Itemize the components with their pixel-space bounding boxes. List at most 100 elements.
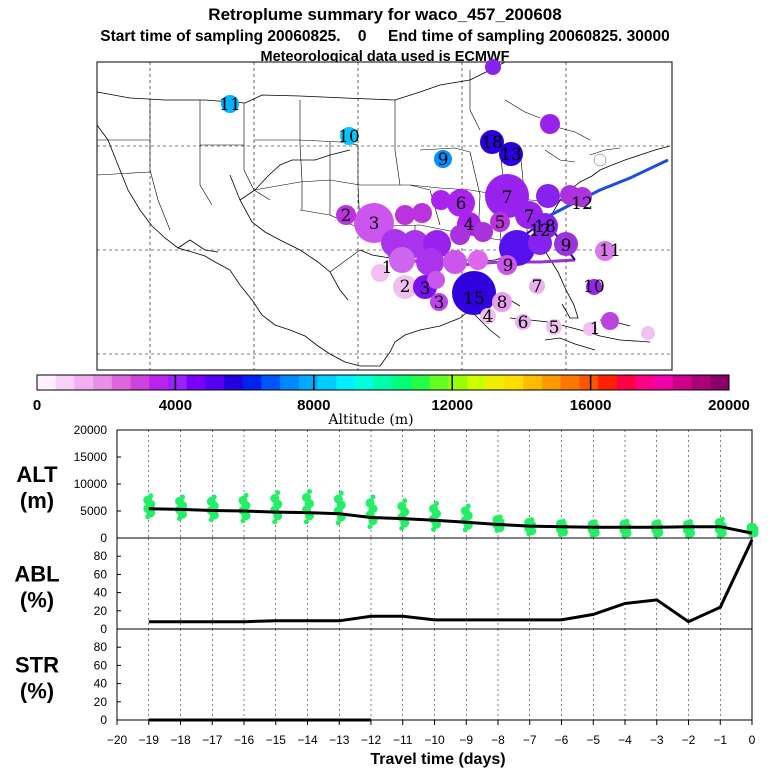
x-tick-label: −13 [329, 733, 350, 747]
plume-day-label: 12 [529, 221, 551, 241]
plume-circle [540, 114, 560, 134]
plume-circle [480, 130, 504, 154]
altitude-particle-dot [624, 518, 630, 524]
plume-circle [427, 271, 445, 289]
altitude-particle-dot [399, 525, 405, 531]
figure-title: Retroplume summary for waco_457_200608 [208, 5, 561, 24]
y-tick-label: 0 [100, 622, 107, 636]
colorbar-cell [541, 375, 562, 390]
x-tick-label: −6 [555, 733, 569, 747]
colorbar-cell [37, 375, 57, 390]
altitude-particle-dot [592, 519, 598, 525]
y-tick-label: 20 [94, 695, 108, 709]
plume-circle [340, 127, 358, 145]
altitude-particle-dot [243, 492, 249, 498]
plume-day-label: 11 [599, 241, 621, 261]
panel-str: 0 20 40 60 80 STR(%) [15, 628, 753, 727]
plume-day-label: 7 [502, 188, 513, 208]
plume-circle [492, 292, 512, 312]
plume-day-label: 4 [483, 307, 494, 327]
plume-circle [546, 319, 562, 335]
plume-day-label: 15 [463, 289, 485, 309]
plume-day-label: 2 [400, 277, 411, 297]
altitude-particle-dot [211, 494, 217, 500]
x-tick-label: −17 [202, 733, 223, 747]
plume-circle [490, 212, 510, 232]
colorbar-cell [205, 375, 225, 390]
x-tick-label: −9 [459, 733, 473, 747]
plume-day-label: 10 [583, 277, 605, 297]
altitude-particle-dot [333, 494, 343, 504]
x-tick-label: −7 [523, 733, 537, 747]
altitude-particle-dot [656, 519, 662, 525]
colorbar-cell [280, 375, 300, 390]
colorbar-cell [167, 375, 188, 390]
colorbar-cell [485, 375, 506, 390]
colorbar-cell [429, 375, 449, 390]
plume-circle [412, 203, 432, 223]
altitude-particle-dot [270, 493, 280, 503]
y-tick-label: 60 [94, 567, 108, 581]
plume-circle [221, 95, 239, 113]
altitude-particle-dot [465, 503, 471, 509]
series-line-abl [148, 539, 754, 624]
plume-day-label: 18 [481, 133, 503, 153]
plume-day-label: 4 [464, 215, 475, 235]
plume-circle [431, 190, 451, 210]
plume-circle [434, 150, 452, 168]
panel-label-unit: (%) [20, 588, 54, 613]
plume-circle [447, 189, 475, 217]
panel-label-unit: (m) [20, 488, 54, 513]
colorbar-cell [336, 375, 356, 390]
colorbar-cell [654, 375, 674, 390]
y-tick-label: 20000 [74, 423, 108, 437]
plume-day-label: 1 [382, 258, 393, 278]
plume-day-label: 1 [590, 319, 601, 339]
colorbar-cell [261, 375, 281, 390]
plume-circle [515, 314, 531, 330]
x-tick-label: −8 [491, 733, 505, 747]
colorbar-cell [598, 375, 618, 390]
altitude-particle-dot [275, 490, 281, 496]
plume-circle [393, 275, 417, 299]
plume-day-label: 10 [338, 127, 360, 147]
plume-day-label: 3 [369, 214, 380, 234]
altitude-particle-dot [302, 493, 311, 503]
altitude-particle-dot [307, 489, 312, 495]
plume-circle [468, 250, 488, 270]
plume-day-label: 8 [497, 293, 508, 313]
colorbar-cells [37, 375, 730, 390]
plume-circle [430, 293, 448, 311]
x-tick-label: −10 [424, 733, 445, 747]
plume-day-label: 3 [434, 293, 445, 313]
time-series-panels: 05000100001500020000ALT(m)020406080ABL(%… [14, 423, 759, 727]
plume-circle [336, 205, 356, 225]
colorbar-label: Altitude (m) [327, 412, 413, 428]
x-tick-label: −5 [586, 733, 600, 747]
plume-circle [641, 326, 655, 340]
altitude-particle-dot [397, 501, 407, 511]
colorbar-cell [523, 375, 543, 390]
x-tick-label: −11 [393, 733, 413, 747]
colorbar-tick-label: 16000 [570, 397, 612, 414]
colorbar-cell [55, 375, 75, 390]
colorbar-tick-label: 12000 [431, 397, 473, 414]
plume-circles [221, 59, 655, 340]
colorbar-cell [317, 375, 337, 390]
altitude-particle-dot [460, 506, 470, 516]
plume-circle [536, 184, 560, 208]
plume-day-label: 5 [549, 318, 560, 338]
plume-circle [452, 271, 496, 315]
x-tick-label: −14 [297, 733, 318, 747]
y-tick-label: 15000 [74, 450, 108, 464]
colorbar-cell [111, 375, 132, 390]
plume-circle [473, 222, 493, 242]
x-tick-label: −18 [170, 733, 191, 747]
map-coastlines [96, 61, 671, 367]
colorbar-cell [149, 375, 169, 390]
plume-circle [572, 187, 592, 207]
plume-day-label: 12 [571, 194, 593, 214]
altitude-particle-dot [335, 520, 341, 526]
colorbar-cell [186, 375, 206, 390]
